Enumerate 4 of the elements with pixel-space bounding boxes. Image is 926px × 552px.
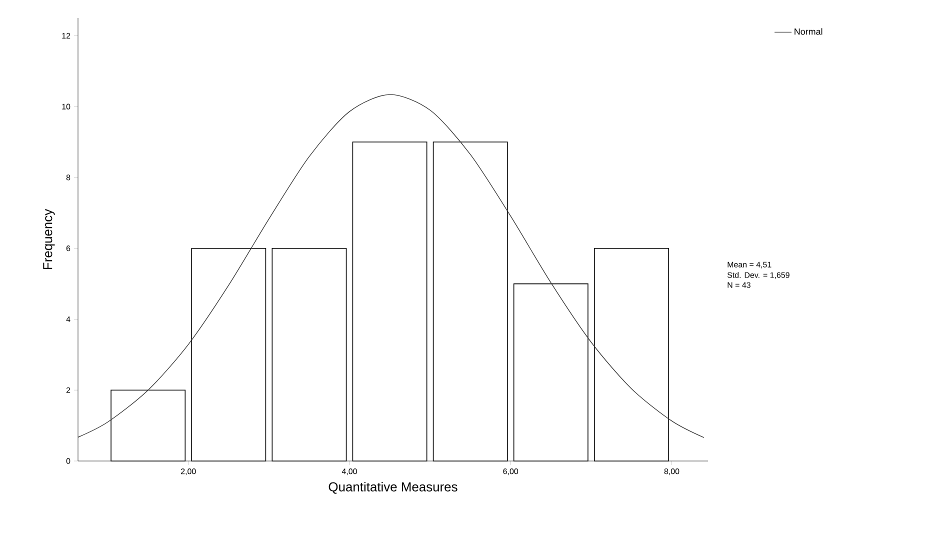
line-series [78,94,704,438]
x-axis-title: Quantitative Measures [328,482,458,494]
y-axis-title: Frequency [43,208,55,270]
legend-label: Normal [794,28,822,35]
